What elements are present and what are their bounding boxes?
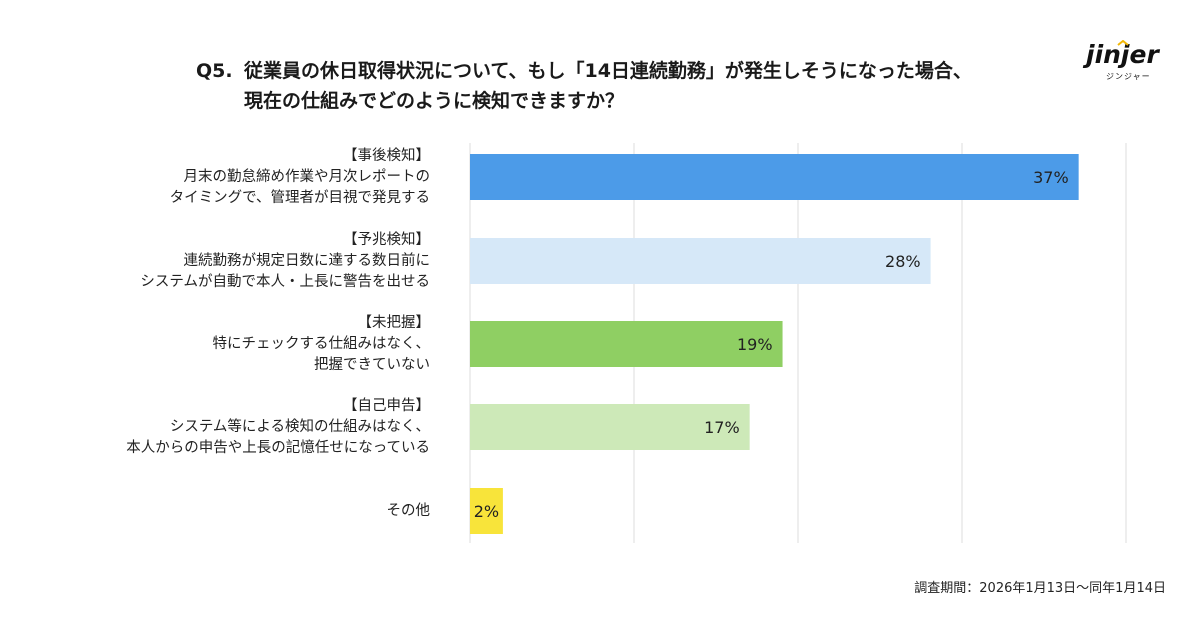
category-label-4: その他 — [50, 501, 431, 522]
bar-value-label-2: 19% — [737, 335, 773, 354]
category-label-line: 特にチェックする仕組みはなく、 — [212, 335, 431, 352]
category-label-3: 【自己申告】システム等による検知の仕組みはなく、本人からの申告や上長の記憶任せに… — [50, 396, 430, 459]
bar-3 — [470, 404, 750, 450]
category-label-line: 【未把握】 — [357, 314, 431, 331]
survey-period-note: 調査期間：2026年1月13日〜同年1月14日 — [914, 581, 1166, 596]
title-line-1: Q5. 従業員の休日取得状況について、もし「14日連続勤務」が発生しそうになった… — [196, 56, 972, 86]
chart-title: Q5. 従業員の休日取得状況について、もし「14日連続勤務」が発生しそうになった… — [196, 56, 972, 116]
bar-value-label-3: 17% — [704, 418, 740, 437]
category-label-line: 【事後検知】 — [343, 147, 430, 164]
category-label-line: 【自己申告】 — [343, 397, 430, 414]
bar-value-label-1: 28% — [885, 252, 921, 271]
category-label-2: 【未把握】特にチェックする仕組みはなく、把握できていない — [50, 313, 431, 376]
category-label-0: 【事後検知】月末の勤怠締め作業や月次レポートのタイミングで、管理者が目視で発見す… — [50, 146, 430, 209]
question-number: Q5. — [196, 60, 233, 82]
logo-wordmark: jinjer — [1086, 40, 1159, 69]
logo-mark-icon — [1117, 40, 1129, 46]
category-label-line: システムが自動で本人・上長に警告を出せる — [140, 273, 430, 290]
question-text-line-2: 現在の仕組みでどのように検知できますか？ — [244, 90, 625, 112]
bar-0 — [470, 154, 1079, 200]
category-label-line: 連続勤務が規定日数に達する数日前に — [183, 252, 431, 269]
category-label-line: その他 — [386, 502, 431, 519]
category-label-line: システム等による検知の仕組みはなく、 — [169, 418, 430, 435]
category-label-line: 【予兆検知】 — [343, 231, 430, 248]
jinjer-logo: jinjer ジンジャー — [1086, 40, 1168, 84]
bar-1 — [470, 238, 931, 284]
bar-value-label-4: 2% — [474, 502, 499, 521]
category-label-line: 把握できていない — [314, 356, 430, 373]
question-text-line-1: 従業員の休日取得状況について、もし「14日連続勤務」が発生しそうになった場合、 — [244, 60, 972, 82]
bar-2 — [470, 321, 783, 367]
bar-4 — [470, 488, 503, 534]
category-label-line: 月末の勤怠締め作業や月次レポートの — [183, 168, 431, 185]
logo-subtext: ジンジャー — [1106, 72, 1151, 81]
bar-value-label-0: 37% — [1033, 168, 1069, 187]
category-label-1: 【予兆検知】連続勤務が規定日数に達する数日前にシステムが自動で本人・上長に警告を… — [50, 230, 430, 293]
category-label-line: タイミングで、管理者が目視で発見する — [169, 189, 430, 206]
category-label-line: 本人からの申告や上長の記憶任せになっている — [126, 439, 430, 456]
